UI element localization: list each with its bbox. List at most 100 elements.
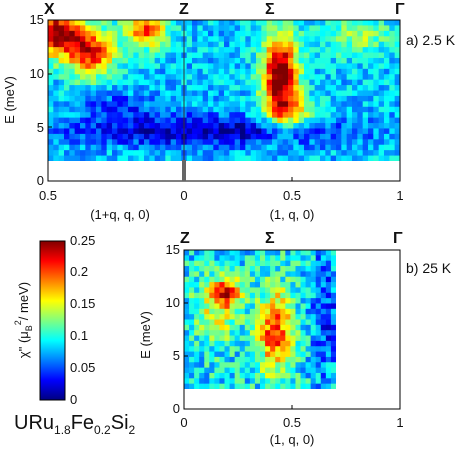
- heatmap-cell: [341, 123, 348, 130]
- heatmap-cell: [293, 41, 300, 48]
- heatmap-cell: [133, 90, 140, 97]
- colorbar-tick-005: 0.05: [70, 360, 95, 375]
- heatmap-cell: [144, 150, 150, 157]
- heatmap-cell: [208, 150, 214, 157]
- heatmap-cell: [288, 25, 294, 32]
- heatmap-cell: [194, 346, 200, 353]
- heatmap-cell: [133, 79, 140, 86]
- heatmap-cell: [48, 57, 54, 64]
- heatmap-cell: [373, 30, 380, 37]
- heatmap-cell: [320, 85, 326, 92]
- heatmap-cell: [128, 47, 134, 54]
- heatmap-cell: [341, 57, 348, 64]
- heatmap-cell: [170, 133, 177, 140]
- heatmap-cell: [298, 41, 305, 48]
- heatmap-cell: [186, 144, 193, 151]
- heatmap-cell: [194, 314, 200, 321]
- heatmap-cell: [165, 90, 172, 97]
- heatmap-cell: [186, 155, 193, 161]
- heatmap-cell: [58, 52, 65, 59]
- heatmap-cell: [85, 112, 92, 119]
- heatmap-cell: [346, 101, 353, 108]
- heatmap-cell: [229, 319, 236, 326]
- heatmap-cell: [261, 57, 268, 64]
- heatmap-cell: [64, 68, 70, 75]
- heatmap-cell: [341, 155, 348, 161]
- heatmap-cell: [330, 287, 336, 294]
- heatmap-cell: [58, 144, 65, 151]
- heatmap-cell: [378, 30, 385, 37]
- heatmap-cell: [315, 276, 322, 283]
- heatmap-cell: [373, 36, 380, 43]
- heatmap-cell: [298, 139, 305, 146]
- heatmap-cell: [275, 383, 281, 389]
- heatmap-cell: [229, 101, 236, 108]
- heatmap-cell: [199, 351, 205, 358]
- heatmap-cell: [218, 150, 225, 157]
- heatmap-cell: [170, 25, 177, 32]
- heatmap-cell: [272, 36, 278, 43]
- heatmap-cell: [58, 85, 65, 92]
- heatmap-cell: [234, 271, 241, 278]
- heatmap-cell: [234, 255, 241, 262]
- heatmap-cell: [202, 57, 209, 64]
- heatmap-cell: [314, 112, 321, 119]
- heatmap-cell: [122, 25, 129, 32]
- heatmap-cell: [160, 63, 166, 70]
- heatmap-cell: [254, 260, 261, 267]
- heatmap-cell: [80, 52, 86, 59]
- heatmap-cell: [389, 90, 396, 97]
- heatmap-cell: [304, 117, 310, 124]
- heatmap-cell: [214, 308, 221, 315]
- heatmap-cell: [202, 101, 209, 108]
- heatmap-cell: [245, 90, 252, 97]
- heatmap-cell: [336, 79, 342, 86]
- heatmap-cell: [250, 63, 257, 70]
- heatmap-cell: [194, 255, 200, 262]
- heatmap-cell: [74, 74, 81, 81]
- heatmap-cell: [260, 250, 266, 256]
- heatmap-cell: [389, 150, 396, 157]
- heatmap-cell: [149, 95, 156, 102]
- heatmap-cell: [112, 47, 118, 54]
- heatmap-cell: [272, 85, 278, 92]
- heatmap-cell: [101, 68, 108, 75]
- heatmap-cell: [288, 123, 294, 130]
- heatmap-cell: [288, 95, 294, 102]
- heatmap-cell: [208, 133, 214, 140]
- heatmap-cell: [202, 144, 209, 151]
- heatmap-cell: [117, 106, 124, 113]
- heatmap-cell: [341, 68, 348, 75]
- heatmap-cell: [254, 250, 261, 256]
- heatmap-cell: [170, 68, 177, 75]
- heatmap-cell: [336, 101, 342, 108]
- heatmap-cell: [144, 95, 150, 102]
- heatmap-cell: [128, 52, 134, 59]
- heatmap-cell: [295, 346, 302, 353]
- heatmap-cell: [275, 340, 281, 347]
- heatmap-cell: [277, 123, 284, 130]
- heatmap-cell: [315, 292, 322, 299]
- heatmap-cell: [384, 41, 390, 48]
- heatmap-cell: [69, 85, 76, 92]
- heatmap-cell: [53, 30, 60, 37]
- heatmap-cell: [295, 250, 302, 256]
- heatmap-cell: [256, 144, 262, 151]
- heatmap-cell: [69, 95, 76, 102]
- panel-a: X Z Σ Γ 15 10 5 0 E (meV) 0.5 0 0.5 1 (1…: [2, 1, 456, 222]
- heatmap-cell: [298, 117, 305, 124]
- heatmap-cell: [245, 63, 252, 70]
- heatmap-cell: [208, 25, 214, 32]
- heatmap-cell: [352, 20, 358, 27]
- heatmap-cell: [101, 117, 108, 124]
- heatmap-cell: [122, 20, 129, 27]
- heatmap-cell: [277, 36, 284, 43]
- heatmap-cell: [310, 362, 317, 369]
- heatmap-cell: [368, 117, 374, 124]
- heatmap-cell: [298, 106, 305, 113]
- heatmap-cell: [53, 155, 60, 161]
- heatmap-cell: [80, 63, 86, 70]
- heatmap-cell: [310, 346, 317, 353]
- heatmap-cell: [265, 298, 271, 305]
- heatmap-cell: [277, 95, 284, 102]
